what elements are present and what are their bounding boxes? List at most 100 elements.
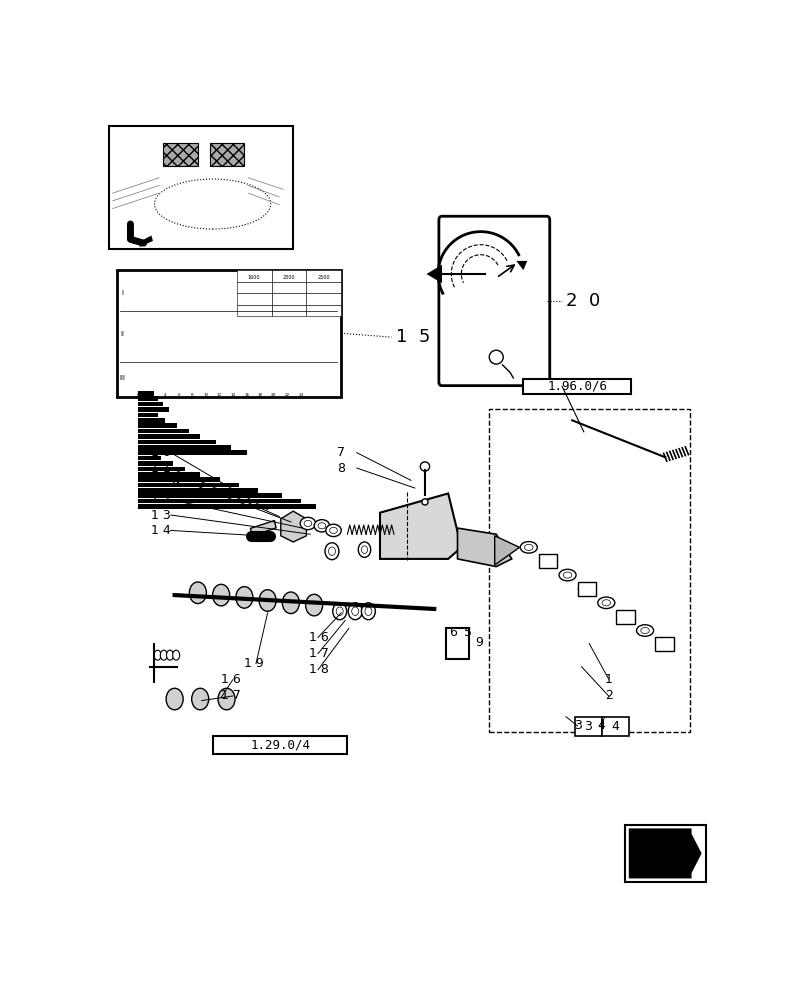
Bar (138, 477, 220, 482)
Ellipse shape (166, 650, 174, 660)
Ellipse shape (420, 462, 430, 471)
Bar (655, 637, 674, 651)
Bar (109, 126, 293, 249)
Bar (138, 466, 185, 471)
Text: 6: 6 (449, 626, 457, 639)
Text: 1.29.0/4: 1.29.0/4 (250, 738, 310, 751)
Text: 3: 3 (583, 720, 591, 733)
Text: 9: 9 (475, 636, 483, 649)
Bar (138, 418, 166, 423)
Polygon shape (494, 536, 520, 565)
Ellipse shape (544, 558, 553, 564)
Ellipse shape (361, 546, 368, 554)
Ellipse shape (325, 543, 339, 560)
Text: 1 0: 1 0 (151, 446, 171, 459)
Text: 4: 4 (611, 720, 619, 733)
Text: 1 2: 1 2 (151, 493, 171, 506)
Text: 0: 0 (137, 393, 140, 397)
Text: 20: 20 (271, 393, 276, 397)
Ellipse shape (660, 641, 669, 647)
Bar (213, 736, 347, 754)
Ellipse shape (160, 650, 167, 660)
Ellipse shape (330, 527, 338, 533)
Text: 1 9: 1 9 (244, 657, 264, 670)
Text: 1.96.0/6: 1.96.0/6 (547, 380, 608, 393)
Text: 8: 8 (338, 462, 345, 475)
Text: 1 6: 1 6 (309, 631, 328, 644)
Bar (138, 450, 246, 455)
Bar (138, 413, 158, 417)
Bar (625, 825, 705, 882)
Text: 2300: 2300 (283, 275, 295, 280)
Text: 9: 9 (170, 477, 179, 490)
Ellipse shape (579, 583, 595, 595)
Text: 10: 10 (204, 393, 208, 397)
Text: 2: 2 (150, 393, 153, 397)
Ellipse shape (358, 542, 371, 557)
Ellipse shape (563, 572, 572, 578)
Text: 12: 12 (217, 393, 222, 397)
Bar (237, 293, 271, 305)
Bar (446, 628, 469, 659)
Ellipse shape (617, 611, 634, 622)
Bar (163, 143, 198, 166)
Ellipse shape (189, 582, 206, 604)
Text: 16: 16 (244, 393, 249, 397)
Ellipse shape (259, 590, 276, 611)
Bar (138, 504, 317, 509)
Bar (138, 488, 259, 493)
Text: III: III (120, 375, 126, 381)
Bar (138, 461, 173, 466)
Ellipse shape (304, 520, 312, 527)
Bar (138, 434, 200, 439)
Text: 8: 8 (191, 393, 194, 397)
Text: 4: 4 (164, 393, 166, 397)
Ellipse shape (318, 523, 326, 529)
Text: 1 8: 1 8 (309, 663, 329, 676)
Bar (138, 423, 177, 428)
Ellipse shape (333, 603, 347, 620)
Bar (138, 445, 231, 450)
Bar (138, 407, 169, 412)
Bar (539, 554, 558, 568)
Ellipse shape (191, 688, 208, 710)
Ellipse shape (305, 594, 322, 616)
Text: II: II (120, 331, 124, 337)
Text: 1 7: 1 7 (221, 689, 241, 702)
Text: 14: 14 (230, 393, 236, 397)
Text: 18: 18 (258, 393, 263, 397)
Text: 5: 5 (464, 626, 472, 639)
Ellipse shape (236, 587, 253, 608)
Polygon shape (629, 828, 701, 878)
Bar (617, 610, 635, 624)
Ellipse shape (218, 688, 235, 710)
Ellipse shape (336, 607, 343, 615)
Bar (271, 282, 306, 293)
Bar (138, 456, 162, 460)
Text: 1: 1 (604, 673, 612, 686)
Ellipse shape (329, 547, 335, 555)
Bar (250, 520, 276, 536)
Polygon shape (516, 261, 528, 270)
Ellipse shape (361, 603, 376, 620)
Ellipse shape (583, 586, 591, 592)
Ellipse shape (641, 627, 650, 634)
Text: 22: 22 (284, 393, 290, 397)
Bar (271, 305, 306, 316)
Bar (306, 282, 341, 293)
Ellipse shape (559, 569, 576, 581)
Bar (138, 402, 163, 406)
Bar (138, 472, 200, 477)
Bar (138, 493, 281, 498)
Bar (306, 305, 341, 316)
Bar (237, 282, 271, 293)
Text: 1  5: 1 5 (395, 328, 430, 346)
Bar (116, 270, 341, 397)
Bar (138, 429, 188, 433)
Polygon shape (380, 493, 461, 559)
Ellipse shape (166, 688, 183, 710)
Bar (138, 440, 216, 444)
Ellipse shape (540, 555, 557, 567)
Ellipse shape (213, 584, 229, 606)
Ellipse shape (637, 625, 654, 636)
